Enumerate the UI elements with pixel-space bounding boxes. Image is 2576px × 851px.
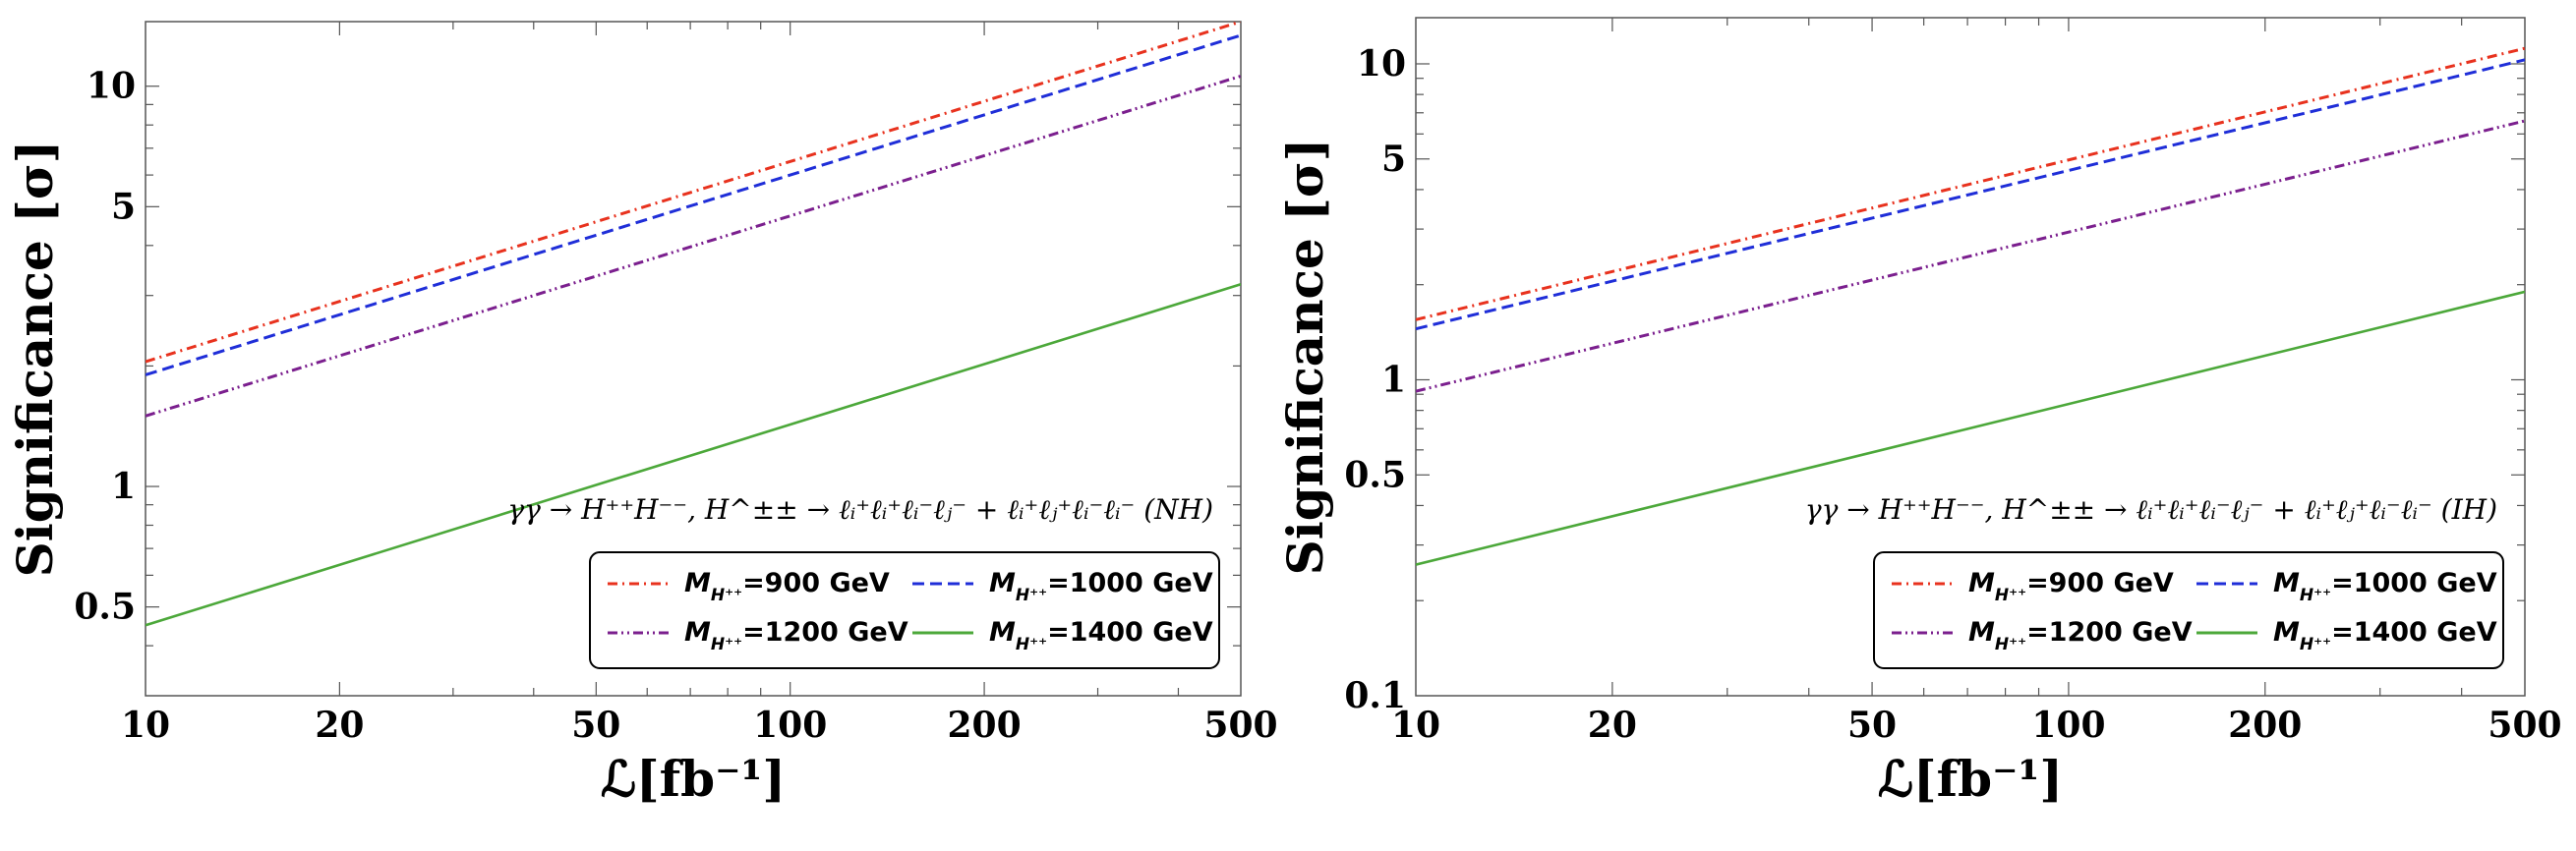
y-axis-title: Significance [σ] — [6, 141, 64, 578]
y-tick-label: 0.5 — [1344, 454, 1406, 495]
y-tick-label: 10 — [87, 66, 136, 107]
series-line-900 — [1416, 48, 2525, 319]
y-tick-label: 5 — [111, 186, 136, 227]
y-tick-label: 5 — [1381, 139, 1406, 180]
y-tick-label: 0.5 — [74, 587, 136, 628]
reaction-annotation: γγ → H⁺⁺H⁻⁻, H^±± → ℓᵢ⁺ℓᵢ⁺ℓᵢ⁻ℓⱼ⁻ + ℓᵢ⁺ℓⱼ… — [507, 493, 1213, 526]
x-tick-label: 10 — [121, 705, 170, 746]
x-tick-label: 100 — [2031, 705, 2105, 746]
x-axis-title: ℒ[fb⁻¹] — [1878, 750, 2063, 808]
series-line-1000 — [1416, 60, 2525, 329]
x-tick-label: 50 — [571, 705, 620, 746]
x-tick-label: 100 — [753, 705, 827, 746]
series-line-1200 — [1416, 121, 2525, 391]
chart-figure: 10 20 50 100 200 500 0.5 1 5 10 ℒ[fb⁻¹] Significanc… — [0, 0, 2576, 851]
y-tick-label: 1 — [111, 466, 136, 507]
chart-panel-right: 10 20 50 100 200 5000.10.51510ℒ[fb⁻¹]Signific… — [1276, 18, 2562, 808]
x-tick-label: 200 — [2228, 705, 2302, 746]
x-tick-label: 500 — [1203, 705, 1277, 746]
x-tick-label: 20 — [1588, 705, 1637, 746]
y-tick-label: 1 — [1381, 359, 1406, 400]
series-line-1200 — [146, 76, 1241, 416]
y-tick-label: 0.1 — [1344, 675, 1406, 716]
chart-panel-left: 10 20 50 100 200 500 0.5 1 5 10 ℒ[fb⁻¹] Significanc… — [6, 22, 1278, 808]
series-line-900 — [146, 22, 1241, 362]
y-tick-label: 10 — [1357, 43, 1406, 85]
x-tick-label: 50 — [1847, 705, 1897, 746]
x-axis-title: ℒ[fb⁻¹] — [601, 750, 786, 808]
series-line-1000 — [146, 35, 1241, 375]
x-tick-label: 500 — [2488, 705, 2561, 746]
x-tick-label: 200 — [947, 705, 1021, 746]
x-tick-label: 20 — [315, 705, 364, 746]
reaction-annotation: γγ → H⁺⁺H⁻⁻, H^±± → ℓᵢ⁺ℓᵢ⁺ℓᵢ⁻ℓⱼ⁻ + ℓᵢ⁺ℓⱼ… — [1805, 493, 2497, 526]
y-axis-title: Significance [σ] — [1276, 139, 1334, 576]
